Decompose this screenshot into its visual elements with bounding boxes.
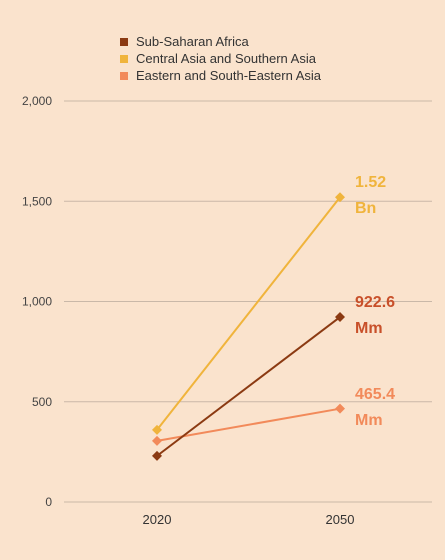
end-label-value: 922.6 — [355, 294, 396, 312]
series-line — [156, 196, 341, 431]
legend-item-central-southern-asia[interactable]: Central Asia and Southern Asia — [120, 50, 321, 67]
end-label-value: 1.52 — [355, 174, 387, 192]
legend-label: Sub-Saharan Africa — [136, 34, 249, 49]
data-point-marker — [335, 403, 345, 414]
x-tick-label: 2020 — [143, 512, 172, 527]
y-tick-label: 500 — [32, 395, 52, 409]
legend: Sub-Saharan Africa Central Asia and Sout… — [120, 33, 321, 84]
y-tick-label: 2,000 — [22, 94, 52, 108]
data-point-marker — [152, 450, 162, 461]
data-point-marker — [335, 312, 345, 323]
legend-label: Central Asia and Southern Asia — [136, 51, 316, 66]
end-label-value: 465.4 — [355, 385, 396, 403]
x-tick-label: 2050 — [326, 512, 355, 527]
series-line — [156, 407, 341, 442]
end-label-unit: Bn — [355, 200, 377, 218]
legend-swatch — [120, 37, 128, 46]
y-tick-label: 0 — [45, 495, 52, 509]
y-tick-label: 1,000 — [22, 295, 52, 309]
y-tick-label: 1,500 — [22, 194, 52, 208]
end-label-central-southern-asia: 1.52 Bn — [355, 170, 386, 222]
legend-item-sub-saharan-africa[interactable]: Sub-Saharan Africa — [120, 33, 321, 50]
data-point-marker — [335, 192, 345, 203]
end-label-unit: Mm — [355, 320, 383, 338]
end-label-unit: Mm — [355, 411, 383, 429]
end-label-eastern-southeastern-asia: 465.4 Mm — [355, 382, 395, 434]
legend-swatch — [120, 54, 128, 63]
legend-item-eastern-southeastern-asia[interactable]: Eastern and South-Eastern Asia — [120, 67, 321, 84]
series-line — [156, 316, 341, 457]
data-point-marker — [152, 424, 162, 435]
data-point-marker — [152, 435, 162, 446]
legend-label: Eastern and South-Eastern Asia — [136, 68, 322, 83]
end-label-sub-saharan-africa: 922.6 Mm — [355, 290, 395, 342]
legend-swatch — [120, 71, 128, 80]
